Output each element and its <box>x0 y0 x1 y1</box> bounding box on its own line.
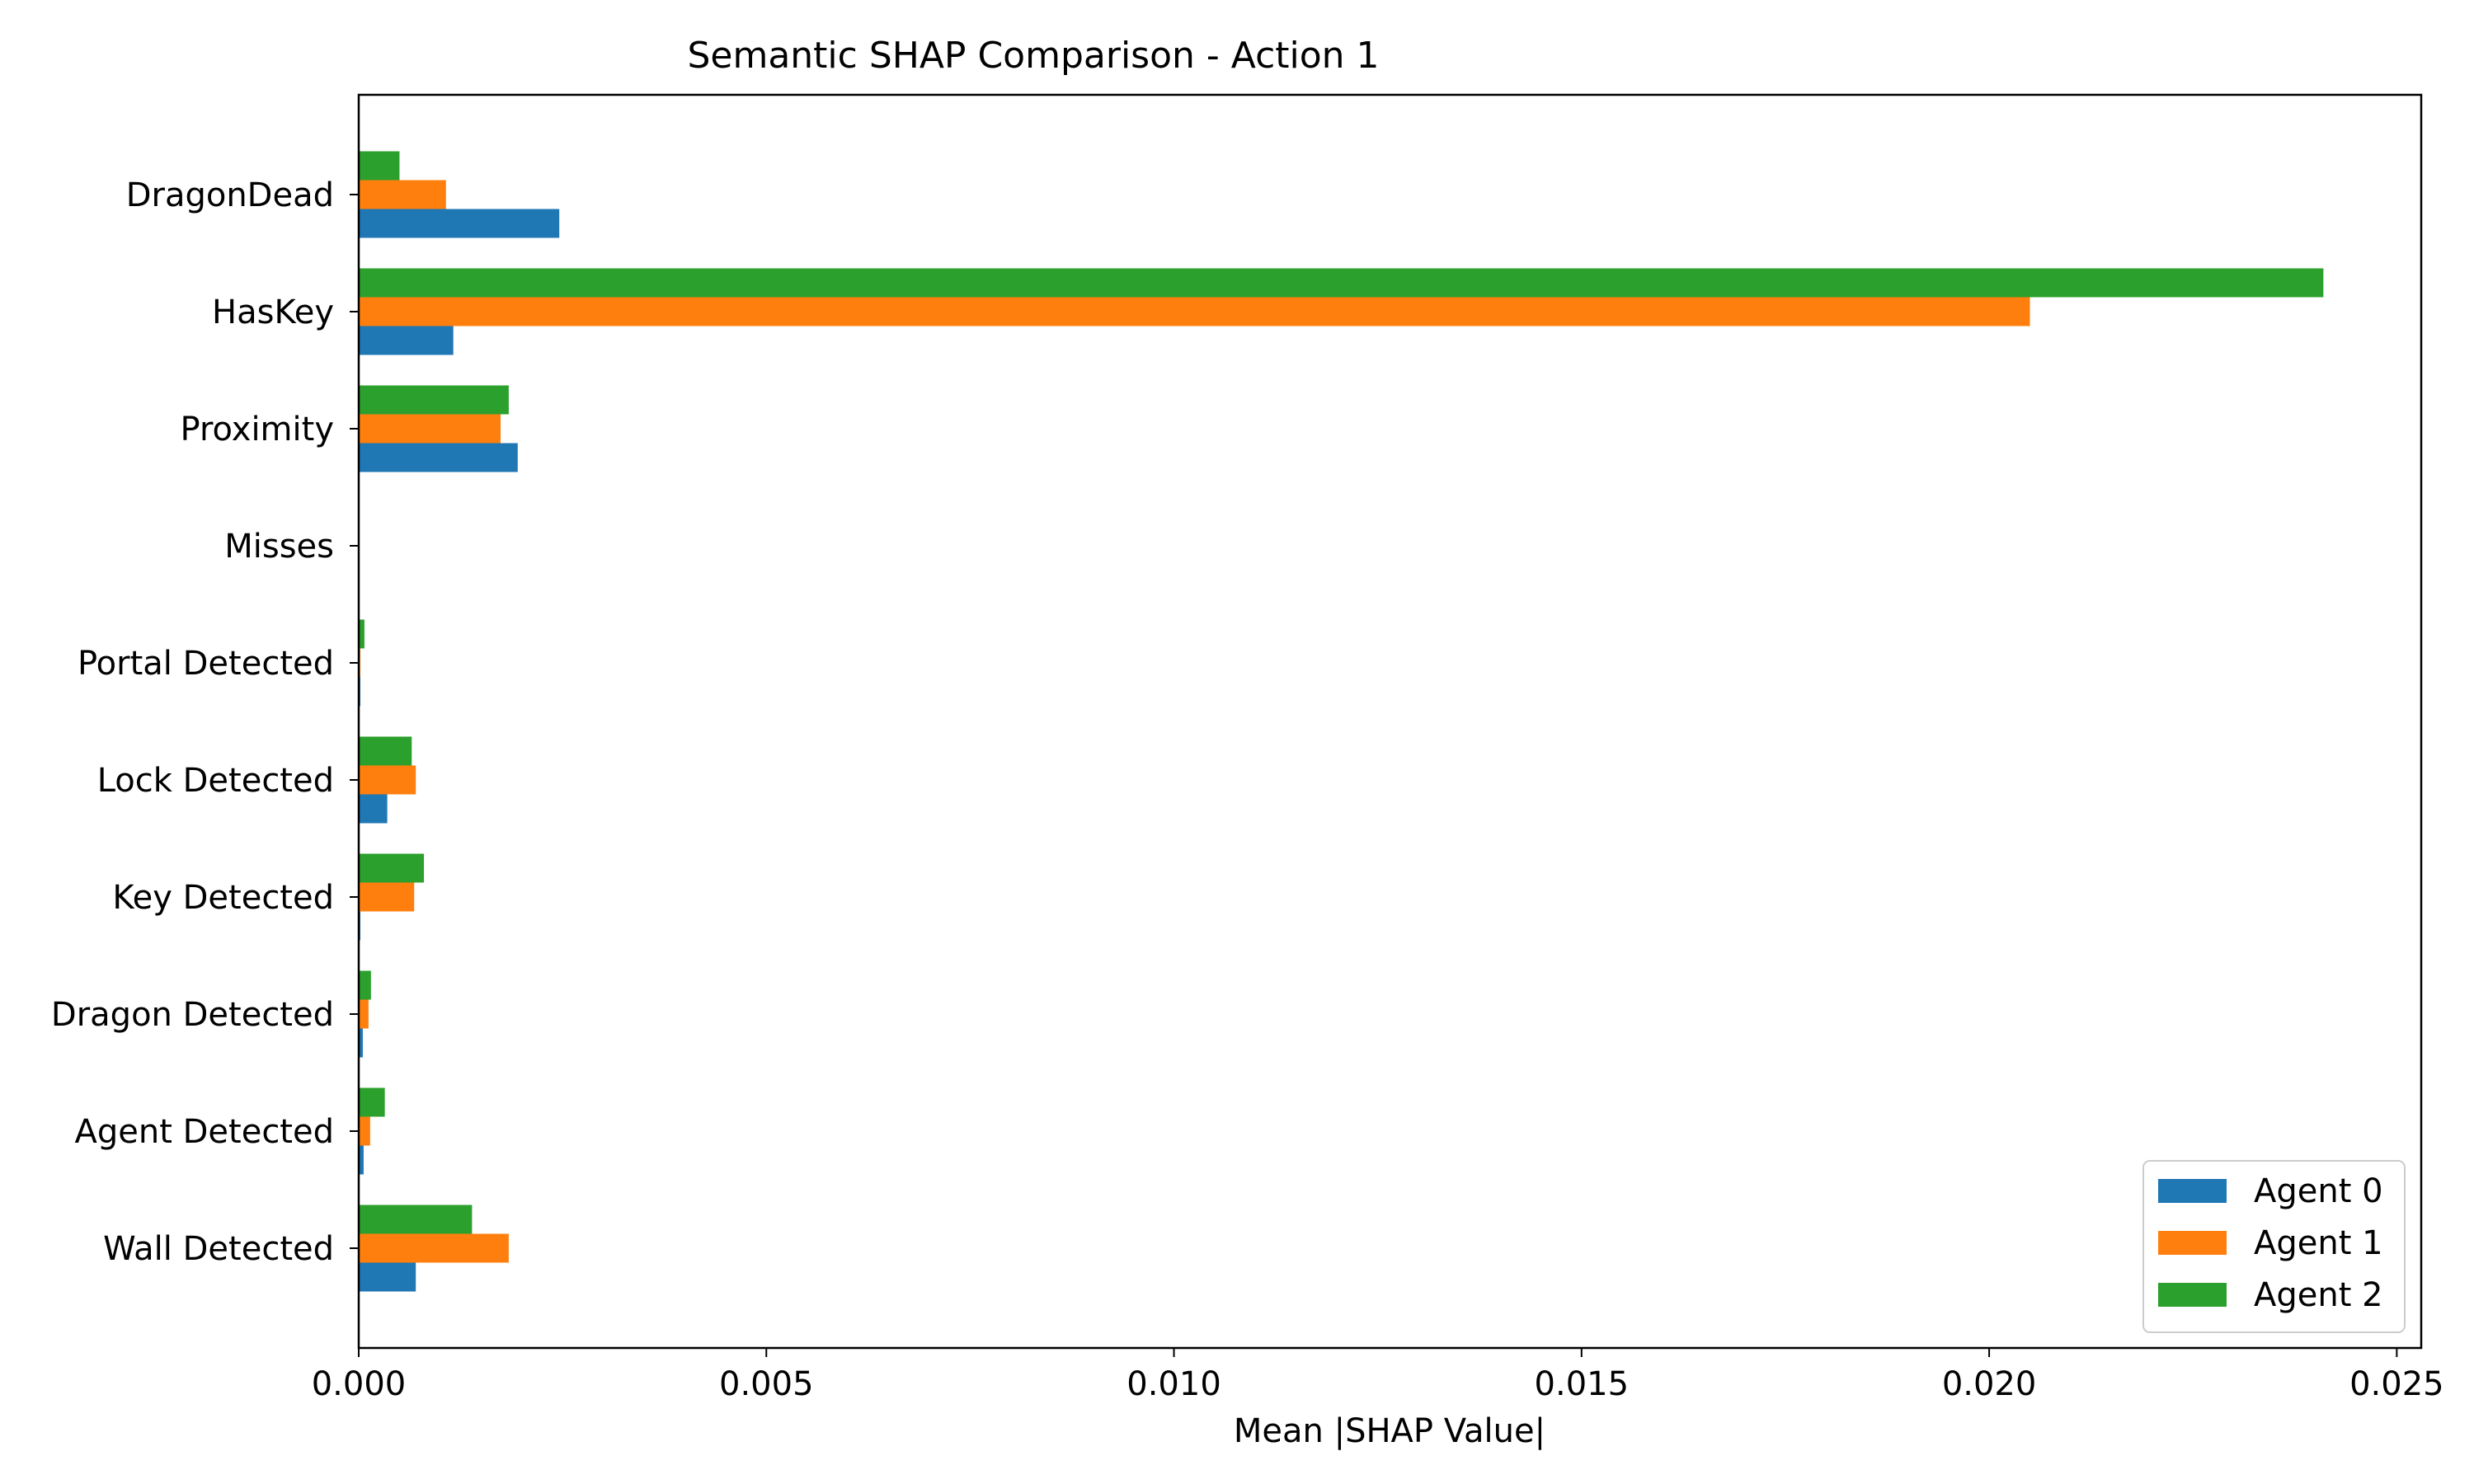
y-tick-label: Wall Detected <box>103 1230 334 1268</box>
bar-agent-0-agent-detected <box>359 1145 364 1175</box>
y-tick-label: Key Detected <box>112 879 334 917</box>
legend-label: Agent 2 <box>2254 1276 2383 1314</box>
bar-agent-2-portal-detected <box>359 619 365 649</box>
bar-agent-1-dragon-detected <box>359 999 369 1029</box>
bar-agent-1-haskey <box>359 297 2030 326</box>
bar-agent-0-dragondead <box>359 209 560 238</box>
x-tick-label: 0.005 <box>719 1365 814 1403</box>
bar-agent-1-dragondead <box>359 180 446 209</box>
bar-agent-1-lock-detected <box>359 765 416 795</box>
bar-agent-0-wall-detected <box>359 1262 416 1292</box>
bar-agent-2-agent-detected <box>359 1087 385 1117</box>
x-axis-ticks: 0.000 0.005 0.010 0.015 0.020 0.025 <box>312 1348 2444 1403</box>
y-tick-label: Misses <box>224 528 334 566</box>
x-tick-label: 0.000 <box>312 1365 407 1403</box>
bar-agent-1-key-detected <box>359 882 415 912</box>
y-tick-label: DragonDead <box>126 176 334 214</box>
plot-frame <box>357 93 2423 1350</box>
bar-agent-2-lock-detected <box>359 736 412 766</box>
bar-agent-0-lock-detected <box>359 794 388 824</box>
y-tick-label: Proximity <box>181 411 334 448</box>
y-tick-label: Portal Detected <box>78 645 334 683</box>
bar-agent-2-key-detected <box>359 853 425 883</box>
x-tick-label: 0.020 <box>1942 1365 2037 1403</box>
y-tick-label: Agent Detected <box>75 1113 335 1151</box>
bar-agent-2-dragondead <box>359 151 400 181</box>
y-tick-label: Lock Detected <box>97 762 334 800</box>
bar-agent-1-wall-detected <box>359 1233 509 1263</box>
y-tick-label: HasKey <box>212 294 334 331</box>
legend-label: Agent 0 <box>2254 1172 2383 1210</box>
legend-swatch <box>2158 1231 2227 1255</box>
bar-agent-2-dragon-detected <box>359 970 371 1000</box>
bar-agent-2-proximity <box>359 385 509 415</box>
bar-agent-1-agent-detected <box>359 1116 370 1146</box>
bar-agent-1-proximity <box>359 414 501 444</box>
x-axis-label: Mean |SHAP Value| <box>1234 1412 1545 1450</box>
bar-agent-2-haskey <box>359 268 2324 298</box>
chart-title: Semantic SHAP Comparison - Action 1 <box>687 35 1379 77</box>
y-tick-label: Dragon Detected <box>51 996 334 1034</box>
legend-swatch <box>2158 1179 2227 1203</box>
legend-label: Agent 1 <box>2254 1224 2383 1262</box>
bar-agent-0-haskey <box>359 326 454 355</box>
x-tick-label: 0.025 <box>2349 1365 2444 1403</box>
x-tick-label: 0.010 <box>1126 1365 1221 1403</box>
legend: Agent 0 Agent 1 Agent 2 <box>2142 1160 2406 1333</box>
x-tick-label: 0.015 <box>1535 1365 1630 1403</box>
bar-agent-0-proximity <box>359 443 518 472</box>
bar-agent-2-wall-detected <box>359 1205 473 1234</box>
bars-group <box>359 151 2324 1292</box>
legend-swatch <box>2158 1283 2227 1307</box>
bar-agent-0-dragon-detected <box>359 1028 363 1058</box>
y-axis-ticks: DragonDead HasKey Proximity Misses Portal De… <box>51 176 359 1268</box>
